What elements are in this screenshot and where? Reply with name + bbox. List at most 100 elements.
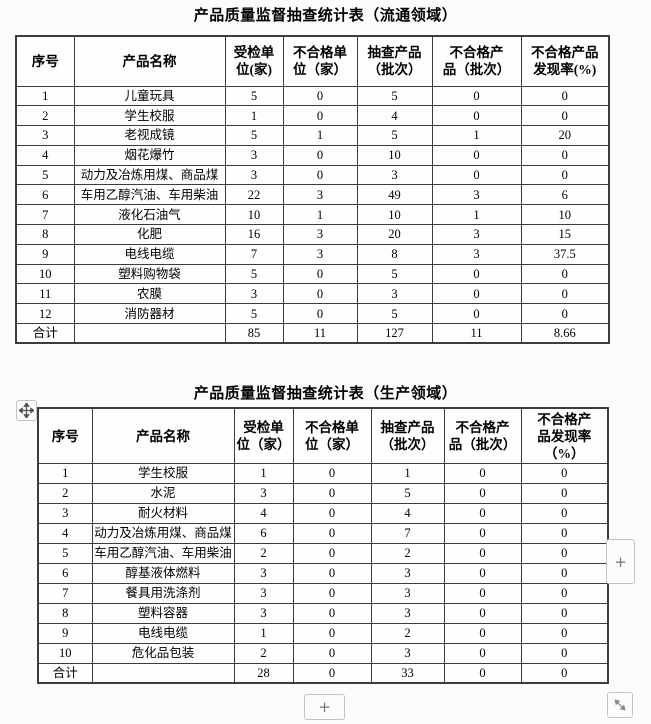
table-row: 8 化肥 16 3 20 3 15 bbox=[15, 224, 610, 245]
table-cell: 3 bbox=[37, 502, 93, 524]
header-cell: 不合格产品 发现率(%) bbox=[520, 35, 610, 87]
table-row: 4 动力及冶炼用煤、商品煤 6 0 7 0 0 bbox=[37, 522, 609, 544]
table-row: 6 醇基液体燃料 3 0 3 0 0 bbox=[37, 562, 609, 584]
table1-total-row: 合计 85 11 127 11 8.66 bbox=[15, 323, 610, 344]
table-cell: 9 bbox=[15, 243, 75, 265]
table-cell: 老视成镜 bbox=[73, 125, 226, 146]
table-cell: 危化品包装 bbox=[91, 642, 235, 664]
table-cell: 7 bbox=[15, 204, 75, 226]
table-cell: 10 bbox=[356, 204, 433, 226]
table-cell: 5 bbox=[224, 85, 284, 107]
table2-total-row: 合计 28 0 33 0 0 bbox=[37, 662, 609, 684]
header-cell: 受检单 位(家) bbox=[224, 35, 284, 87]
table-cell: 1 bbox=[370, 462, 445, 484]
table-cell: 消防器材 bbox=[73, 303, 226, 325]
production-field-table: 序号 产品名称 受检单 位（家） 不合格单 位（家） 抽查产品 （批次） 不合格产 品（批… bbox=[37, 407, 609, 685]
table-cell: 3 bbox=[224, 164, 284, 186]
table-cell: 0 bbox=[282, 263, 358, 285]
table-cell: 3 bbox=[370, 602, 445, 624]
header-cell: 产品名称 bbox=[73, 35, 226, 87]
table-cell: 3 bbox=[370, 562, 445, 584]
table-row: 2 学生校服 1 0 4 0 0 bbox=[15, 105, 610, 127]
table-cell: 7 bbox=[224, 243, 284, 265]
header-cell: 不合格单 位（家） bbox=[292, 407, 372, 464]
table-cell: 0 bbox=[292, 642, 372, 664]
table-cell: 5 bbox=[224, 263, 284, 285]
table-cell: 学生校服 bbox=[91, 462, 235, 484]
table-cell: 餐具用洗涤剂 bbox=[91, 582, 235, 604]
table-cell: 动力及冶炼用煤、商品煤 bbox=[73, 164, 226, 186]
table-cell: 2 bbox=[370, 622, 445, 644]
table-cell: 0 bbox=[520, 105, 610, 127]
table-cell: 0 bbox=[520, 482, 609, 504]
table-cell: 合计 bbox=[37, 662, 93, 684]
table-cell: 33 bbox=[370, 662, 445, 684]
table-cell: 烟花爆竹 bbox=[73, 144, 226, 166]
table-cell: 0 bbox=[282, 164, 358, 186]
table-cell: 0 bbox=[431, 263, 522, 285]
table-cell: 8 bbox=[356, 243, 433, 265]
table-cell: 0 bbox=[520, 622, 609, 644]
table-cell: 0 bbox=[520, 662, 609, 684]
table-cell: 3 bbox=[233, 602, 294, 624]
table-cell: 5 bbox=[224, 125, 284, 146]
table-resize-handle[interactable] bbox=[607, 692, 633, 718]
table-cell: 1 bbox=[431, 125, 522, 146]
table1-header-row: 序号 产品名称 受检单 位(家) 不合格单 位（家） 抽查产品 （批次） 不合格产 品（批… bbox=[15, 35, 610, 87]
table-cell: 学生校服 bbox=[73, 105, 226, 127]
table1-title: 产品质量监督抽查统计表（流通领域） bbox=[193, 8, 458, 24]
table-cell: 1 bbox=[282, 204, 358, 226]
table-cell: 3 bbox=[356, 283, 433, 305]
table-cell: 3 bbox=[431, 184, 522, 206]
table-cell: 0 bbox=[443, 502, 522, 524]
table-row: 12 消防器材 5 0 5 0 0 bbox=[15, 303, 610, 325]
table-row: 1 儿童玩具 5 0 5 0 0 bbox=[15, 85, 610, 107]
table-cell: 1 bbox=[431, 204, 522, 226]
table-cell: 1 bbox=[15, 85, 75, 107]
table-cell: 16 bbox=[224, 224, 284, 245]
table-cell: 10 bbox=[520, 204, 610, 226]
table-cell: 2 bbox=[370, 542, 445, 564]
table-cell: 0 bbox=[443, 602, 522, 624]
table-cell: 0 bbox=[520, 263, 610, 285]
table-cell: 2 bbox=[233, 542, 294, 564]
table-cell: 5 bbox=[224, 303, 284, 325]
header-cell: 不合格产 品（批次） bbox=[431, 35, 522, 87]
diagonal-resize-icon bbox=[613, 698, 627, 712]
table-cell: 6 bbox=[37, 562, 93, 584]
table-cell: 3 bbox=[370, 642, 445, 664]
table-cell: 合计 bbox=[15, 323, 75, 344]
table-cell: 12 bbox=[15, 303, 75, 325]
table-cell: 0 bbox=[520, 522, 609, 544]
table-cell: 4 bbox=[37, 522, 93, 544]
table-cell: 0 bbox=[292, 502, 372, 524]
table-cell: 农膜 bbox=[73, 283, 226, 305]
header-cell: 序号 bbox=[37, 407, 93, 464]
table-row: 6 车用乙醇汽油、车用柴油 22 3 49 3 6 bbox=[15, 184, 610, 206]
table-cell: 15 bbox=[520, 224, 610, 245]
add-column-button[interactable]: + bbox=[606, 539, 635, 584]
table-cell: 3 bbox=[233, 562, 294, 584]
header-cell: 抽查产品 （批次） bbox=[356, 35, 433, 87]
header-cell: 不合格产 品（批次） bbox=[443, 407, 522, 464]
table-cell: 7 bbox=[37, 582, 93, 604]
table-cell: 0 bbox=[520, 562, 609, 584]
table-cell: 0 bbox=[292, 602, 372, 624]
table-cell: 5 bbox=[356, 85, 433, 107]
table-move-handle[interactable] bbox=[16, 400, 37, 421]
table-cell: 0 bbox=[520, 542, 609, 564]
table-cell: 0 bbox=[443, 462, 522, 484]
table-cell: 水泥 bbox=[91, 482, 235, 504]
table-cell: 0 bbox=[520, 144, 610, 166]
table2-title: 产品质量监督抽查统计表（生产领域） bbox=[193, 386, 458, 403]
plus-icon: + bbox=[614, 552, 627, 571]
table-row: 10 危化品包装 2 0 3 0 0 bbox=[37, 642, 609, 664]
table-cell: 0 bbox=[292, 522, 372, 544]
table-cell: 5 bbox=[356, 125, 433, 146]
table-cell: 液化石油气 bbox=[73, 204, 226, 226]
table-cell: 3 bbox=[224, 144, 284, 166]
table-cell: 0 bbox=[443, 562, 522, 584]
add-row-button[interactable]: + bbox=[304, 694, 345, 720]
table-cell: 0 bbox=[282, 85, 358, 107]
table2-header-row: 序号 产品名称 受检单 位（家） 不合格单 位（家） 抽查产品 （批次） 不合格产 品（批… bbox=[37, 407, 609, 464]
